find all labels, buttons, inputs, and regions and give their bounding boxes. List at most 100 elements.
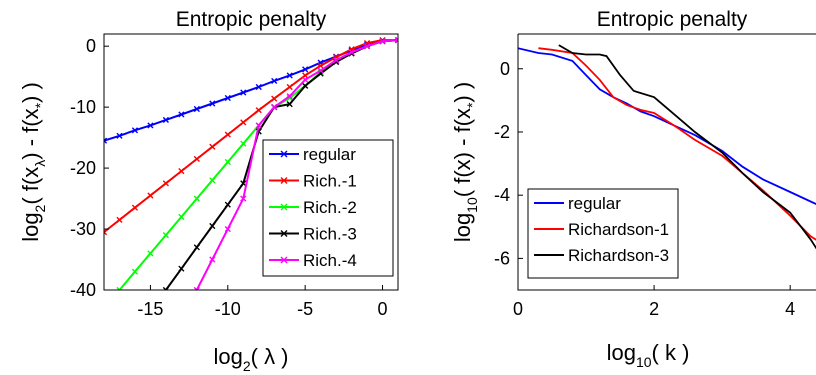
- left-point-rich-1: [116, 216, 123, 223]
- left-chart: Entropic penalty -15 -10 -5 00-10-20-30-40 …: [18, 8, 399, 374]
- left-y-tick-label: 0: [86, 36, 96, 56]
- left-legend-box: [262, 139, 394, 277]
- left-x-tick-label: 0: [378, 299, 388, 319]
- left-tick-group: -15 -10 -5 0 0 -10 -20 -30 -40: [70, 36, 388, 319]
- left-point-rich-2: [240, 140, 247, 147]
- left-y-tick-label: -10: [70, 97, 96, 117]
- right-y-tick-label: 0: [500, 59, 510, 79]
- left-point-rich-4: [302, 76, 309, 83]
- left-point-regular: [162, 116, 169, 124]
- left-point-rich-3: [178, 265, 185, 272]
- right-series-line-richardson-3: [558, 44, 816, 250]
- left-x-axis-label: log2( λ ): [213, 344, 288, 374]
- left-point-rich-4: [394, 37, 398, 44]
- left-point-rich-1: [255, 107, 262, 114]
- left-point-rich-2: [178, 213, 185, 220]
- left-point-rich-2: [193, 195, 200, 202]
- left-y-tick-label: -40: [70, 280, 96, 300]
- right-legend-label-richardson-3: Richardson-3: [568, 246, 669, 265]
- left-point-regular: [209, 100, 216, 107]
- left-x-tick-label: -15: [137, 299, 163, 319]
- left-point-rich-1: [162, 180, 169, 187]
- left-legend-label-regular: regular: [303, 145, 356, 164]
- left-legend-label-rich-3: Rich.-3: [303, 225, 357, 244]
- left-point-regular: [116, 132, 123, 139]
- left-point-rich-2: [116, 286, 123, 290]
- left-legend: regular Rich.-1 Rich.-2 Rich.-3 Rich.-4: [262, 139, 394, 277]
- left-point-rich-1: [271, 95, 278, 102]
- left-point-regular: [302, 66, 309, 73]
- left-point-regular: [131, 127, 139, 134]
- left-legend-marker-rich-3: [280, 230, 288, 237]
- left-point-rich-3: [193, 244, 200, 251]
- left-y-axis-label: log2( f(xλ) - f(x*) ): [18, 82, 48, 242]
- left-point-rich-1: [224, 131, 231, 138]
- right-x-tick-label: 0: [513, 299, 523, 319]
- right-x-tick-label: 2: [649, 299, 659, 319]
- left-point-regular: [286, 72, 293, 79]
- right-chart-title: Entropic penalty: [597, 8, 748, 31]
- left-point-regular: [224, 94, 231, 102]
- left-point-rich-1: [147, 192, 154, 199]
- right-y-tick-label: -6: [494, 248, 510, 268]
- left-point-rich-3: [302, 82, 309, 89]
- left-point-rich-2: [224, 158, 231, 166]
- left-point-rich-3: [240, 180, 247, 187]
- left-point-rich-3: [224, 201, 231, 208]
- left-point-rich-4: [317, 67, 324, 74]
- left-point-rich-4: [333, 57, 340, 64]
- left-legend-marker-rich-4: [280, 256, 288, 264]
- left-point-rich-2: [162, 232, 169, 239]
- left-point-rich-3: [286, 101, 293, 108]
- left-legend-label-rich-4: Rich.-4: [303, 251, 357, 270]
- left-point-regular: [104, 137, 108, 144]
- right-y-axis-label: log10( f(x) - f(x*) ): [450, 82, 480, 242]
- right-y-tick-label: -2: [494, 122, 510, 142]
- left-point-regular: [255, 83, 262, 91]
- left-point-rich-2: [131, 268, 139, 275]
- left-point-rich-1: [178, 168, 185, 175]
- left-point-rich-1: [317, 62, 324, 69]
- right-y-tick-label: -4: [494, 185, 510, 205]
- left-point-rich-4: [240, 195, 247, 202]
- left-point-regular: [271, 77, 278, 85]
- right-x-axis-label: log10( k ): [607, 340, 690, 370]
- left-point-rich-1: [286, 83, 293, 91]
- left-point-regular: [178, 111, 185, 118]
- left-y-tick-label: -20: [70, 158, 96, 178]
- left-legend-marker-rich-1: [280, 177, 288, 184]
- left-point-rich-4: [209, 256, 216, 263]
- right-chart: Entropic penalty 0 2 4 0 -2 -4 -6 log10( k ) l…: [450, 8, 816, 370]
- right-x-tick-label: 4: [785, 299, 795, 319]
- left-point-rich-4: [379, 38, 386, 45]
- right-legend-label-richardson-1: Richardson-1: [568, 220, 669, 239]
- left-point-rich-3: [162, 286, 169, 290]
- right-series-line-regular: [518, 47, 816, 206]
- left-point-regular: [147, 122, 154, 129]
- left-point-rich-1: [193, 155, 200, 163]
- left-series-line-rich-4: [195, 39, 398, 290]
- left-y-tick-label: -30: [70, 219, 96, 239]
- left-point-rich-2: [209, 177, 216, 184]
- left-point-rich-1: [131, 204, 139, 211]
- left-legend-label-rich-1: Rich.-1: [303, 172, 357, 191]
- left-point-regular: [193, 105, 200, 113]
- left-x-tick-label: -5: [297, 299, 313, 319]
- left-legend-label-rich-2: Rich.-2: [303, 198, 357, 217]
- left-point-rich-2: [147, 250, 154, 257]
- left-point-rich-4: [255, 122, 262, 129]
- left-point-rich-1: [209, 143, 216, 150]
- left-point-rich-4: [193, 286, 200, 290]
- left-point-rich-4: [286, 93, 293, 100]
- left-legend-marker-rich-2: [280, 203, 288, 211]
- left-x-tick-label: -10: [215, 299, 241, 319]
- left-plot-frame: [103, 33, 399, 291]
- left-point-rich-4: [271, 104, 278, 111]
- left-point-regular: [240, 89, 247, 96]
- left-point-rich-4: [363, 43, 371, 50]
- left-point-rich-1: [240, 119, 247, 126]
- left-point-rich-1: [104, 229, 108, 236]
- left-point-rich-4: [348, 49, 355, 56]
- right-series-group: [518, 44, 816, 250]
